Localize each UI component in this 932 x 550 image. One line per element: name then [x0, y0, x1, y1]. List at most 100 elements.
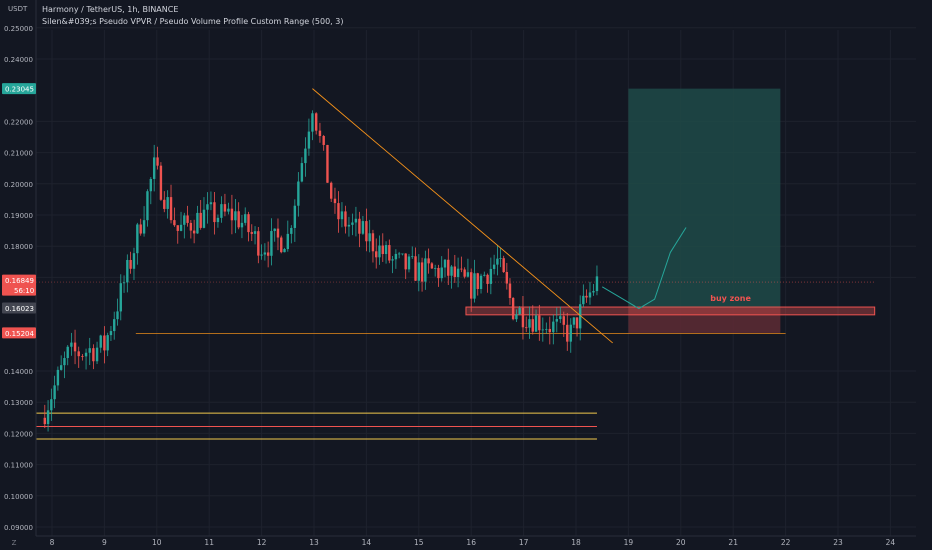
candle-body — [394, 253, 398, 260]
candle-body — [486, 274, 489, 284]
trendline — [312, 88, 613, 344]
candle-body — [552, 321, 555, 333]
candle-body — [227, 208, 230, 212]
candle-body — [427, 258, 430, 264]
y-tick-label: 0.09000 — [4, 524, 33, 532]
candle-body — [541, 329, 545, 331]
y-tick-label: 0.14000 — [4, 368, 33, 376]
candle-body — [237, 211, 240, 228]
candle-body — [548, 328, 551, 333]
candle-body — [582, 295, 585, 305]
candle-body — [361, 221, 365, 234]
candle-body — [283, 249, 286, 253]
candle-body — [578, 304, 582, 329]
price-label-last: 0.16849 — [5, 277, 34, 285]
candle-body — [304, 148, 307, 164]
candle-body — [88, 348, 91, 353]
candle-body — [81, 356, 84, 357]
candle-body — [273, 228, 276, 232]
y-tick-label: 0.18000 — [4, 243, 33, 251]
x-tick-label: 12 — [257, 538, 267, 547]
candle-body — [420, 262, 424, 282]
candle-body — [347, 224, 351, 227]
candle-body — [63, 358, 66, 366]
candle-body — [263, 252, 267, 255]
x-tick-label: 19 — [624, 538, 634, 547]
price-label-target: 0.23045 — [5, 86, 34, 94]
candle-body — [595, 276, 599, 292]
candle-body — [189, 222, 193, 231]
price-label-entry-bg — [2, 302, 36, 314]
candle-body — [216, 217, 220, 223]
candle-body — [297, 181, 300, 206]
candle-body — [109, 331, 113, 336]
price-label-last-bg — [2, 274, 36, 286]
candle-body — [293, 205, 297, 228]
candle-body — [562, 316, 565, 325]
candle-body — [139, 224, 142, 234]
candle-body — [77, 351, 80, 357]
price-label-stop-bg — [2, 327, 36, 339]
candle-body — [569, 324, 572, 342]
candle-body — [401, 253, 404, 255]
candle-body — [466, 272, 470, 277]
price-label-stop: 0.15204 — [5, 330, 34, 338]
candle-body — [99, 335, 102, 348]
candle-body — [270, 231, 273, 256]
x-tick-label: 18 — [571, 538, 581, 547]
x-tick-label: 22 — [781, 538, 791, 547]
candle-body — [322, 136, 325, 145]
candle-body — [46, 410, 50, 425]
x-tick-label: 9 — [102, 538, 107, 547]
candle-body — [476, 273, 479, 289]
candle-body — [156, 157, 159, 166]
candle-body — [411, 256, 414, 258]
candle-body — [492, 264, 496, 269]
candle-body — [502, 258, 505, 273]
candle-body — [330, 182, 333, 199]
candle-body — [358, 218, 361, 234]
candle-body — [496, 258, 499, 265]
candle-body — [179, 224, 183, 231]
candle-body — [340, 211, 344, 220]
candle-body — [489, 268, 493, 284]
candle-body — [234, 211, 237, 221]
drawings-back — [36, 88, 876, 440]
candle-body — [280, 237, 283, 253]
candle-body — [456, 268, 460, 277]
x-tick-label: 24 — [886, 538, 896, 547]
candle-body — [534, 315, 538, 332]
y-tick-label: 0.10000 — [4, 493, 33, 501]
candle-body — [453, 266, 457, 277]
candle-body — [240, 222, 244, 228]
candle-body — [223, 204, 227, 212]
candle-body — [515, 314, 518, 320]
candle-body — [572, 317, 576, 325]
candle-body — [592, 291, 595, 293]
candle-body — [337, 203, 340, 220]
candle-body — [483, 274, 486, 276]
x-axis: 8 9 10 11 12 13 14 15 16 17 18 19 20 21 22 23 24 Z — [12, 535, 916, 547]
y-tick-label: 0.22000 — [4, 118, 33, 126]
x-tick-label: 21 — [728, 538, 738, 547]
price-label-target-bg — [2, 83, 36, 95]
candle-body — [538, 315, 541, 331]
candle-body — [499, 258, 502, 259]
candle-body — [276, 228, 280, 238]
candle-body — [53, 385, 56, 400]
candle-body — [307, 131, 311, 149]
candle-body — [213, 202, 216, 223]
candle-body — [443, 259, 447, 268]
indicator-label: Silen&#039;s Pseudo VPVR / Pseudo Volume… — [42, 17, 344, 26]
candle-body — [159, 165, 163, 200]
candle-body — [404, 253, 407, 270]
candle-body — [56, 369, 60, 386]
candle-body — [183, 215, 186, 225]
y-axis: USDT 0.25000 0.24000 0.22000 0.21000 0.20000 0… — [0, 0, 37, 550]
y-tick-label: 0.21000 — [4, 150, 33, 158]
candle-body — [173, 220, 176, 226]
candle-body — [70, 342, 73, 347]
candle-body — [384, 245, 388, 255]
candle-body — [103, 335, 106, 351]
